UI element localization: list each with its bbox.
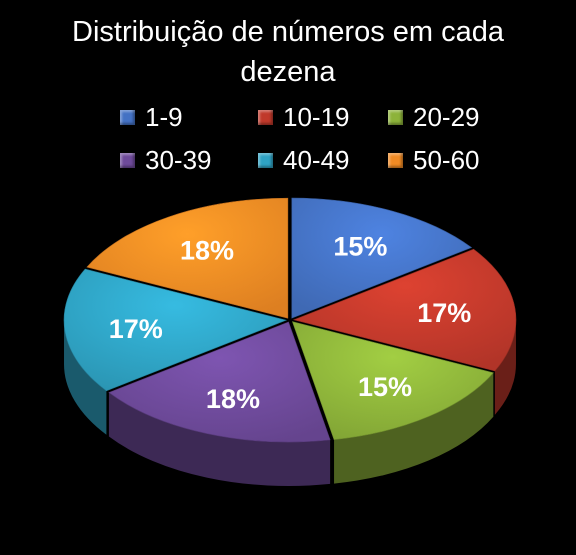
legend-label: 10-19 bbox=[283, 102, 350, 132]
chart-title: Distribuição de números em cada dezena bbox=[0, 12, 576, 92]
legend-item-1-9: 1-9 bbox=[120, 102, 183, 133]
pie-slice-20-29 bbox=[291, 321, 494, 440]
pie-slice-side-10-19 bbox=[494, 319, 516, 415]
chart-title-line-2: dezena bbox=[240, 56, 336, 88]
legend-item-20-29: 20-29 bbox=[388, 102, 480, 133]
data-label-1-9: 15% bbox=[333, 231, 387, 261]
legend-label: 20-29 bbox=[413, 102, 480, 132]
pie-slice-50-60 bbox=[86, 197, 289, 319]
pie-slice-40-49 bbox=[63, 268, 287, 392]
pie-slice-30-39 bbox=[108, 321, 331, 443]
legend-label: 50-60 bbox=[413, 145, 480, 175]
pie-slice-side-40-49 bbox=[64, 320, 107, 435]
pie-slice-side-30-39 bbox=[108, 392, 331, 487]
pie-labels: 15% 17% 15% 18% 17% 18% bbox=[109, 231, 472, 414]
legend-swatch bbox=[388, 110, 403, 125]
legend-swatch bbox=[258, 153, 273, 168]
data-label-10-19: 17% bbox=[417, 298, 471, 328]
legend-item-10-19: 10-19 bbox=[258, 102, 350, 133]
pie-tops bbox=[63, 197, 517, 443]
legend-item-40-49: 40-49 bbox=[258, 145, 350, 176]
pie-slice-side-20-29 bbox=[334, 372, 494, 484]
chart-title-line-1: Distribuição de números em cada bbox=[72, 16, 504, 48]
legend-swatch bbox=[258, 110, 273, 125]
data-label-50-60: 18% bbox=[180, 235, 234, 265]
legend-item-50-60: 50-60 bbox=[388, 145, 480, 176]
legend-label: 1-9 bbox=[145, 102, 183, 132]
legend-item-30-39: 30-39 bbox=[120, 145, 212, 176]
data-label-20-29: 15% bbox=[358, 372, 412, 402]
legend-swatch bbox=[120, 153, 135, 168]
data-label-30-39: 18% bbox=[206, 384, 260, 414]
legend-label: 40-49 bbox=[283, 145, 350, 175]
pie-slice-10-19 bbox=[293, 248, 517, 372]
data-label-40-49: 17% bbox=[109, 314, 163, 344]
legend-swatch bbox=[120, 110, 135, 125]
pie-slice-1-9 bbox=[291, 197, 473, 319]
legend-swatch bbox=[388, 153, 403, 168]
legend-label: 30-39 bbox=[145, 145, 212, 175]
pie-sides bbox=[64, 319, 516, 487]
